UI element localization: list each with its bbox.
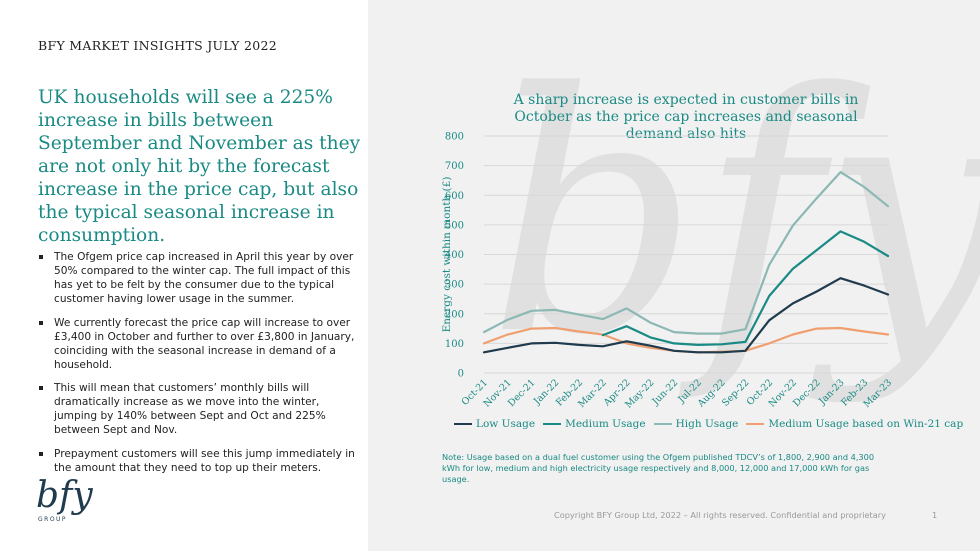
legend-item: Low Usage — [454, 418, 535, 430]
left-panel: BFY MARKET INSIGHTS JULY 2022 UK househo… — [0, 0, 368, 551]
logo-subtext: GROUP — [38, 516, 68, 523]
y-tick-label: 100 — [445, 339, 464, 350]
y-axis-label: Energy cost within month (£) — [441, 177, 453, 333]
page-number: 1 — [932, 510, 938, 520]
y-tick-label: 500 — [445, 220, 464, 231]
legend-label: Low Usage — [476, 418, 536, 430]
y-tick-label: 0 — [458, 369, 464, 380]
legend-swatch — [746, 422, 765, 426]
x-tick-label: Jun-22 — [650, 377, 681, 408]
headline: UK households will see a 225% increase i… — [38, 87, 361, 246]
legend-swatch — [543, 422, 562, 426]
legend-label: Medium Usage — [565, 418, 646, 430]
y-tick-label: 200 — [445, 309, 464, 320]
chart-legend: Low Usage Medium Usage High Usage Medium… — [454, 418, 963, 430]
series-line — [482, 171, 890, 335]
bullet-item: This will mean that customers’ monthly b… — [38, 381, 360, 437]
y-tick-label: 400 — [445, 250, 464, 261]
series-line — [482, 277, 890, 354]
watermark-logo: bfy — [488, 23, 980, 407]
bfy-logo: bfy GROUP — [36, 475, 93, 530]
y-tick-label: 300 — [445, 280, 464, 291]
bullet-item: We currently forecast the price cap will… — [38, 316, 360, 372]
series-line — [482, 326, 890, 354]
report-header: BFY MARKET INSIGHTS JULY 2022 — [38, 38, 278, 53]
copyright-text: Copyright BFY Group Ltd, 2022 – All righ… — [554, 510, 887, 520]
legend-item: Medium Usage based on Win-21 cap — [746, 418, 963, 430]
x-tick-label: Sep-22 — [720, 377, 751, 408]
legend-swatch — [454, 422, 472, 426]
bullet-item: Prepayment customers will see this jump … — [38, 447, 360, 475]
bullet-list: The Ofgem price cap increased in April t… — [38, 250, 360, 484]
bullet-item: The Ofgem price cap increased in April t… — [38, 250, 360, 306]
legend-label: High Usage — [675, 418, 739, 430]
legend-item: High Usage — [653, 418, 739, 430]
logo-wordmark: bfy — [36, 475, 93, 516]
line-chart: 0 100 200 300 400 500 600 700 800 Energy cost wit… — [441, 132, 894, 411]
legend-item: Medium Usage — [543, 418, 646, 430]
legend-label: Medium Usage based on Win-21 cap — [768, 418, 964, 430]
y-tick-label: 700 — [445, 161, 464, 172]
chart-panel: bfy A sharp increase is expected in cust… — [368, 0, 980, 551]
y-tick-label: 800 — [445, 132, 464, 143]
chart-title: A sharp increase is expected in customer… — [513, 92, 859, 142]
series-line — [601, 230, 890, 346]
chart-note: Note: Usage based on a dual fuel custome… — [442, 452, 875, 484]
legend-swatch — [653, 422, 672, 426]
y-tick-label: 600 — [445, 191, 464, 202]
